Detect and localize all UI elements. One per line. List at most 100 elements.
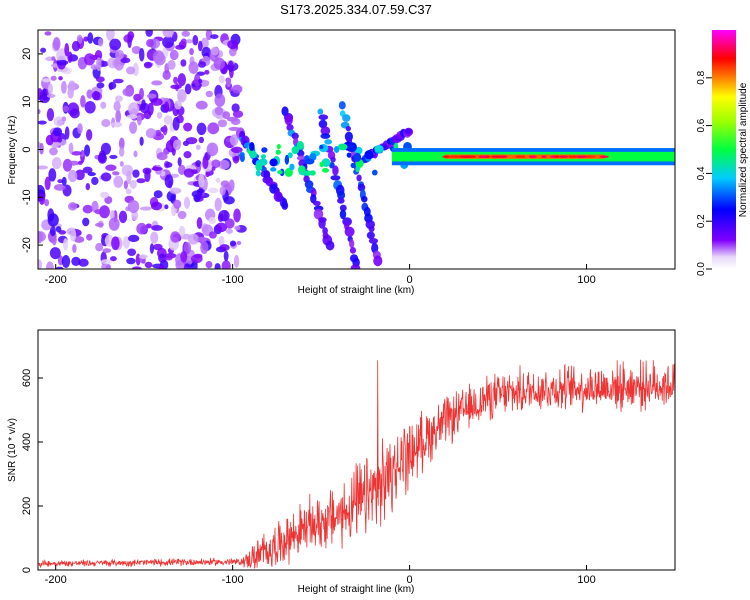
noise-blob — [51, 56, 56, 61]
cluster-blob — [289, 163, 295, 171]
noise-blob — [82, 217, 90, 227]
noise-blob — [125, 188, 132, 195]
figure-title: S173.2025.334.07.59.C37 — [280, 2, 432, 17]
noise-blob — [219, 244, 230, 251]
main-line-peak — [555, 155, 560, 158]
noise-blob — [49, 225, 56, 237]
noise-blob — [112, 78, 124, 84]
noise-blob — [170, 231, 181, 243]
noise-blob — [229, 134, 239, 147]
noise-blob — [141, 99, 146, 111]
noise-blob — [229, 240, 237, 247]
noise-blob — [177, 88, 187, 103]
spectrogram-marks — [38, 30, 675, 269]
cluster-blob — [374, 144, 384, 153]
cluster-blob — [249, 142, 255, 152]
noise-blob — [225, 228, 233, 234]
main-line-peak — [469, 155, 476, 158]
spectrogram-x-label: Height of straight line (km) — [298, 285, 415, 296]
cluster-blob — [350, 162, 356, 169]
noise-blob — [177, 210, 187, 220]
noise-blob — [136, 114, 142, 126]
noise-blob — [150, 231, 159, 244]
noise-blob — [99, 191, 110, 199]
noise-blob — [127, 31, 135, 40]
noise-blob — [47, 213, 59, 227]
noise-blob — [145, 30, 153, 37]
noise-blob — [163, 101, 170, 113]
noise-blob — [205, 260, 213, 269]
noise-blob — [208, 217, 217, 225]
main-line-peak — [515, 155, 524, 158]
noise-blob — [230, 118, 241, 125]
noise-blob — [115, 109, 122, 124]
noise-blob — [132, 169, 140, 178]
noise-blob — [55, 266, 64, 269]
noise-blob — [96, 82, 105, 89]
noise-blob — [200, 37, 209, 49]
noise-blob — [106, 30, 115, 41]
snr-panel: -200 -100 0 100 0 200 400 600 Height of straig… — [7, 329, 676, 595]
cluster-blob — [304, 158, 315, 165]
noise-blob — [198, 136, 205, 144]
noise-blob — [52, 37, 61, 51]
cluster-blob — [255, 162, 263, 171]
noise-blob — [225, 77, 232, 88]
noise-blob — [195, 160, 202, 167]
branch-blob — [286, 124, 294, 131]
colorbar-gradient — [712, 30, 736, 269]
noise-blob — [120, 57, 131, 64]
noise-blob — [136, 178, 146, 184]
snr-x-label: Height of straight line (km) — [298, 584, 415, 595]
branch-blob — [330, 156, 336, 163]
noise-blob — [210, 46, 219, 56]
noise-blob — [71, 256, 81, 267]
noise-blob — [58, 76, 63, 81]
branch-blob — [373, 255, 383, 267]
noise-blob — [227, 39, 239, 50]
noise-blob — [91, 90, 101, 101]
colorbar-tick-label: 0.8 — [696, 70, 707, 84]
noise-blob — [231, 103, 240, 113]
noise-blob — [61, 254, 71, 268]
noise-blob — [221, 260, 231, 269]
colorbar-label: Normalized spectral amplitude — [738, 82, 749, 217]
snr-x-tick-label: 0 — [407, 574, 413, 586]
noise-blob — [38, 259, 43, 269]
noise-blob — [129, 121, 138, 134]
noise-blob — [61, 116, 67, 122]
snr-y-tick-label: 600 — [21, 369, 33, 387]
noise-blob — [151, 166, 163, 171]
noise-blob — [139, 87, 144, 100]
noise-blob — [172, 117, 180, 131]
branch-blob — [320, 133, 331, 139]
colorbar-axis: 0.0 0.2 0.4 0.6 0.8 — [696, 70, 712, 276]
noise-blob — [211, 166, 216, 171]
noise-blob — [223, 250, 229, 262]
noise-blob — [38, 108, 41, 115]
noise-blob — [158, 253, 167, 263]
noise-blob — [183, 151, 192, 159]
noise-blob — [114, 95, 123, 102]
main-line-peak — [480, 155, 488, 158]
noise-blob — [170, 84, 182, 90]
noise-blob — [38, 165, 49, 170]
spectrogram-y-tick-label: -20 — [21, 237, 33, 253]
cluster-blob — [276, 144, 281, 150]
noise-blob — [139, 136, 144, 146]
branch-blob — [344, 226, 355, 237]
noise-blob — [87, 171, 96, 177]
branch-blob — [342, 114, 351, 122]
branch-blob — [318, 218, 326, 229]
branch-blob — [296, 155, 307, 161]
colorbar-tick-label: 0.0 — [696, 262, 707, 276]
branch-blob — [361, 195, 368, 203]
snr-x-tick-label: -100 — [222, 574, 244, 586]
noise-blob — [131, 45, 142, 55]
noise-blob — [108, 81, 117, 90]
noise-blob — [227, 60, 234, 73]
noise-blob — [97, 38, 104, 47]
noise-blob — [85, 182, 91, 191]
noise-blob — [150, 201, 163, 211]
snr-y-tick-label: 400 — [21, 433, 33, 451]
